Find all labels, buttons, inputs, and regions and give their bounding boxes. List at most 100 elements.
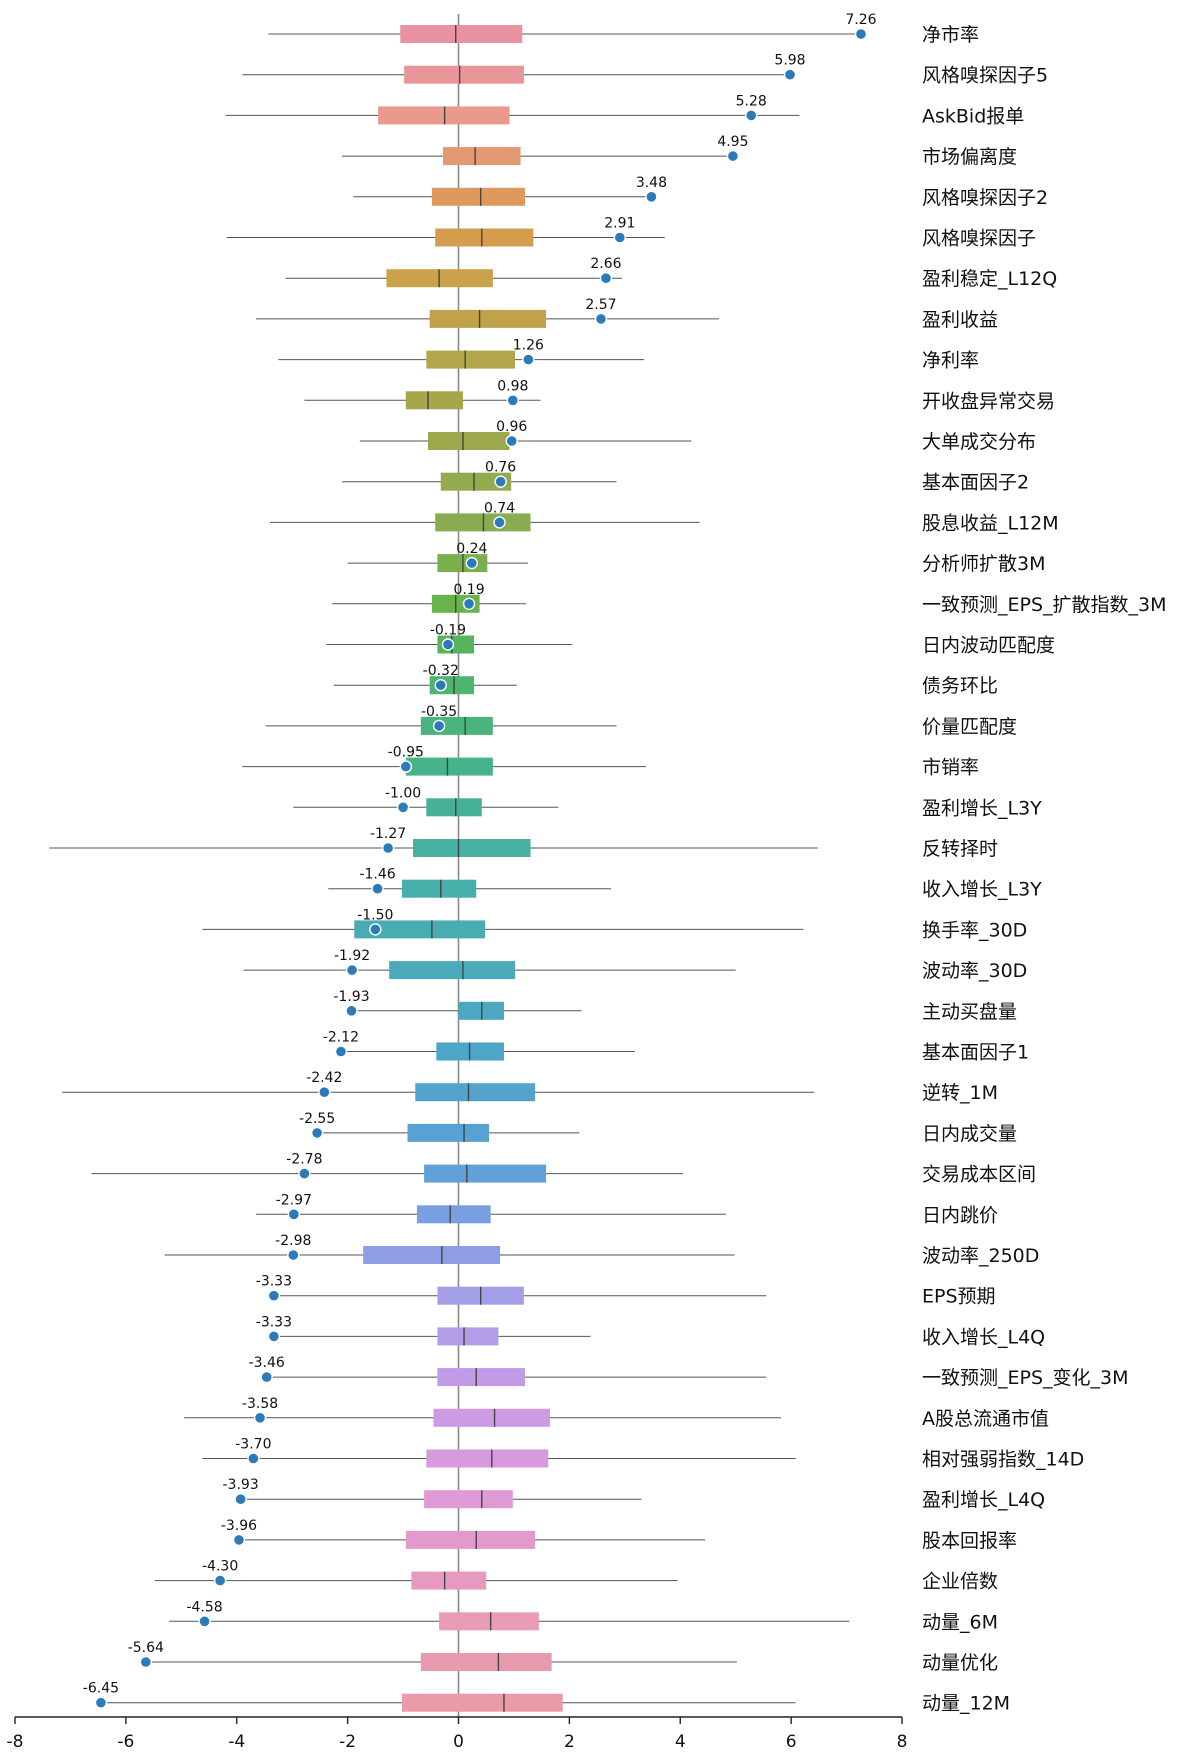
iqr-box [413, 839, 531, 857]
value-point [318, 1085, 331, 1099]
value-point [726, 149, 740, 163]
value-label: -4.58 [186, 1599, 222, 1615]
iqr-box [420, 1653, 552, 1671]
value-point [745, 109, 758, 122]
value-label: 2.91 [604, 216, 635, 232]
value-point [432, 719, 446, 733]
value-label: -0.19 [430, 623, 466, 639]
value-label: -1.46 [359, 867, 395, 883]
value-point [247, 1452, 260, 1465]
value-point [232, 1533, 246, 1547]
value-label: 0.96 [496, 419, 527, 435]
iqr-box [400, 25, 523, 43]
value-label: -6.45 [83, 1681, 119, 1697]
value-point [234, 1492, 247, 1506]
category-label: 收入增长_L4Q [922, 1326, 1045, 1348]
iqr-box [401, 1693, 563, 1712]
iqr-box [405, 1530, 536, 1549]
value-label: -3.93 [223, 1477, 259, 1493]
x-tick-label: -6 [117, 1732, 134, 1752]
value-label: -1.27 [370, 826, 406, 842]
category-label: 收入增长_L3Y [922, 879, 1042, 901]
category-label: 开收盘异常交易 [922, 390, 1055, 412]
category-label: 基本面因子2 [922, 472, 1029, 494]
category-label: 反转择时 [922, 838, 998, 860]
category-label: A股总流通市值 [922, 1408, 1049, 1430]
value-point [783, 68, 797, 81]
value-point [369, 923, 382, 936]
x-tick-label: 4 [675, 1732, 686, 1752]
category-label: 换手率_30D [922, 919, 1027, 941]
category-label: 市销率 [922, 757, 979, 779]
iqr-box [433, 1408, 550, 1427]
value-label: 2.57 [585, 297, 616, 313]
iqr-box [363, 1246, 501, 1264]
value-point [139, 1655, 153, 1669]
value-point [522, 353, 535, 366]
x-tick-label: -2 [339, 1732, 356, 1752]
value-label: 5.98 [774, 53, 805, 69]
value-label: 5.28 [736, 93, 767, 109]
iqr-box [405, 391, 463, 410]
value-point [213, 1574, 227, 1587]
value-label: -0.95 [388, 745, 424, 761]
iqr-box [426, 350, 516, 369]
x-tick-label: -8 [7, 1732, 24, 1752]
value-label: -2.55 [299, 1111, 335, 1127]
category-label: EPS预期 [922, 1286, 996, 1308]
category-label: 逆转_1M [922, 1082, 998, 1104]
iqr-box [401, 879, 477, 898]
value-label: 0.98 [497, 378, 528, 394]
value-point [267, 1289, 281, 1302]
value-point [267, 1330, 281, 1343]
category-label: 股本回报率 [922, 1530, 1017, 1552]
iqr-box [424, 1164, 547, 1183]
iqr-box [431, 187, 526, 206]
iqr-box [437, 1368, 526, 1387]
value-point [465, 556, 479, 570]
iqr-box [407, 1123, 489, 1142]
value-point [310, 1126, 324, 1140]
value-point [94, 1696, 108, 1709]
value-label: 2.66 [590, 256, 621, 272]
iqr-box [389, 961, 516, 980]
iqr-box [378, 106, 510, 125]
category-label: 日内成交量 [922, 1123, 1017, 1145]
value-point [462, 597, 476, 610]
value-point [260, 1370, 273, 1384]
value-point [599, 272, 613, 285]
value-point [345, 963, 359, 977]
value-point [345, 1004, 358, 1017]
iqr-box [426, 798, 482, 817]
x-tick-label: 6 [786, 1732, 797, 1752]
x-tick-label: 8 [897, 1732, 908, 1752]
value-point [287, 1208, 301, 1221]
iqr-box [429, 309, 547, 328]
value-label: -1.50 [357, 907, 393, 923]
category-label: 主动买盘量 [922, 1001, 1017, 1023]
value-label: 0.76 [485, 460, 516, 476]
value-point [198, 1615, 211, 1628]
value-label: -0.35 [421, 704, 457, 720]
value-point [854, 27, 868, 41]
value-label: -1.93 [333, 989, 369, 1005]
iqr-box [440, 472, 512, 491]
iqr-box [405, 757, 493, 776]
value-point [287, 1248, 300, 1262]
category-label: 盈利增长_L4Q [922, 1489, 1045, 1511]
iqr-box [424, 1490, 513, 1509]
iqr-box [437, 1327, 499, 1346]
value-point [381, 841, 395, 855]
category-label: 企业倍数 [922, 1571, 998, 1593]
category-label: 动量_6M [922, 1611, 998, 1633]
value-label: 7.26 [845, 12, 876, 28]
category-label: 一致预测_EPS_变化_3M [922, 1367, 1129, 1389]
value-label: -2.98 [275, 1233, 311, 1249]
iqr-box [426, 1449, 549, 1468]
value-label: 1.26 [513, 338, 544, 354]
category-label: 盈利增长_L3Y [922, 797, 1042, 819]
category-label: 相对强弱指数_14D [922, 1449, 1084, 1471]
value-point [505, 434, 518, 448]
value-label: -5.64 [128, 1640, 164, 1656]
